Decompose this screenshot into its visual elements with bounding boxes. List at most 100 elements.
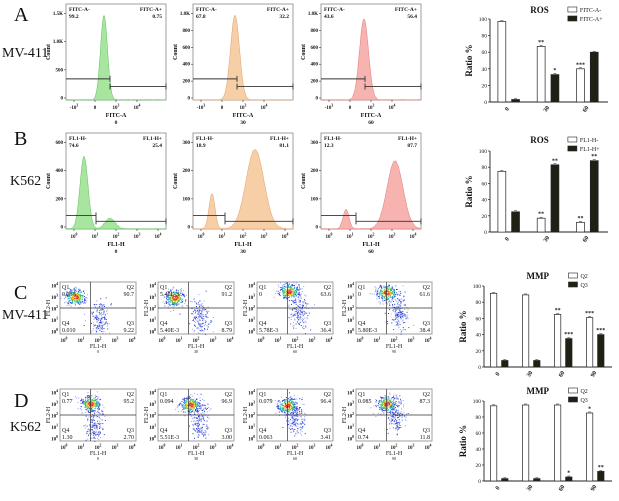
- event-dot: [294, 416, 296, 418]
- event-dot: [397, 325, 399, 327]
- event-dot: [205, 437, 207, 439]
- event-dot: [290, 399, 292, 401]
- gate-right-value: 25.4: [152, 143, 162, 149]
- event-dot: [387, 399, 389, 401]
- event-dot: [292, 402, 294, 404]
- event-dot: [96, 310, 98, 312]
- event-dot: [204, 411, 206, 413]
- event-dot: [198, 312, 200, 314]
- event-dot: [299, 422, 301, 424]
- event-dot: [88, 401, 90, 402]
- event-dot: [380, 408, 382, 410]
- bar: [586, 412, 594, 482]
- event-dot: [183, 293, 185, 295]
- event-dot: [394, 413, 396, 415]
- cell-line-label-c: MV-411: [2, 308, 49, 323]
- event-dot: [195, 316, 197, 318]
- event-dot: [285, 404, 287, 405]
- event-dot: [286, 404, 287, 406]
- event-dot: [202, 417, 204, 419]
- event-dot: [87, 396, 89, 398]
- event-dot: [103, 434, 105, 436]
- event-dot: [98, 407, 100, 409]
- event-dot: [397, 298, 399, 300]
- event-dot: [391, 299, 393, 301]
- event-dot: [100, 313, 101, 315]
- bar: [597, 471, 605, 482]
- event-dot: [296, 411, 298, 413]
- event-dot: [376, 293, 378, 295]
- event-dot: [74, 302, 76, 304]
- event-dot: [290, 412, 292, 414]
- quadrant-value-q2: 96.9: [222, 399, 233, 405]
- event-dot: [78, 296, 80, 297]
- event-dot: [289, 296, 290, 298]
- event-dot: [185, 405, 187, 407]
- event-dot: [101, 326, 103, 328]
- quadrant-value-q2: 90.7: [124, 292, 135, 298]
- event-dot: [301, 434, 303, 436]
- event-dot: [182, 290, 184, 292]
- event-dot: [396, 289, 397, 290]
- event-dot: [389, 296, 391, 298]
- event-dot: [206, 428, 208, 430]
- y-axis-label: Count: [301, 173, 307, 189]
- event-dot: [87, 417, 89, 419]
- event-dot: [406, 311, 408, 313]
- event-dot: [380, 398, 382, 400]
- event-dot: [381, 403, 383, 405]
- y-axis-label: Ratio %: [464, 175, 474, 207]
- event-dot: [196, 409, 198, 411]
- y-tick-label: 400: [311, 63, 319, 68]
- event-dot: [395, 300, 397, 302]
- event-dot: [379, 402, 381, 404]
- event-dot: [70, 290, 72, 292]
- x-tick-label: -103: [325, 104, 334, 112]
- quadrant-value-q3: 11.8: [420, 435, 430, 441]
- x-tick-label: 100: [357, 337, 364, 345]
- event-dot: [400, 400, 402, 402]
- x-tick-label: 103: [309, 444, 316, 452]
- event-dot: [212, 331, 214, 333]
- event-dot: [276, 403, 278, 405]
- event-dot: [99, 310, 101, 312]
- event-dot: [106, 322, 108, 324]
- quadrant-label-q4: Q4: [160, 321, 167, 327]
- event-dot: [399, 314, 401, 316]
- event-dot: [397, 429, 399, 430]
- event-dot: [201, 310, 203, 312]
- event-dot: [375, 401, 377, 403]
- event-dot: [391, 406, 393, 408]
- y-tick-label: 101: [149, 424, 156, 432]
- event-dot: [284, 403, 286, 405]
- event-dot: [91, 410, 93, 412]
- event-dot: [287, 417, 289, 419]
- event-dot: [74, 287, 76, 289]
- event-dot: [80, 292, 82, 294]
- event-dot: [390, 313, 392, 315]
- event-dot: [105, 319, 107, 321]
- event-dot: [198, 416, 199, 418]
- event-dot: [190, 411, 192, 413]
- event-dot: [191, 308, 193, 310]
- event-dot: [192, 401, 194, 403]
- event-dot: [190, 400, 191, 402]
- gate-left-label: FL1-H-: [196, 136, 214, 142]
- event-dot: [198, 431, 200, 433]
- event-dot: [93, 400, 95, 402]
- event-dot: [283, 405, 285, 407]
- event-dot: [307, 315, 309, 316]
- event-dot: [390, 416, 392, 418]
- event-dot: [163, 296, 165, 298]
- event-dot: [91, 424, 93, 426]
- event-dot: [78, 302, 80, 303]
- event-dot: [395, 317, 397, 319]
- event-dot: [194, 329, 195, 331]
- event-dot: [398, 320, 399, 322]
- event-dot: [196, 406, 198, 408]
- event-dot: [176, 296, 177, 298]
- event-dot: [384, 400, 386, 402]
- event-dot: [386, 405, 388, 407]
- event-dot: [193, 404, 195, 406]
- event-dot: [397, 312, 399, 314]
